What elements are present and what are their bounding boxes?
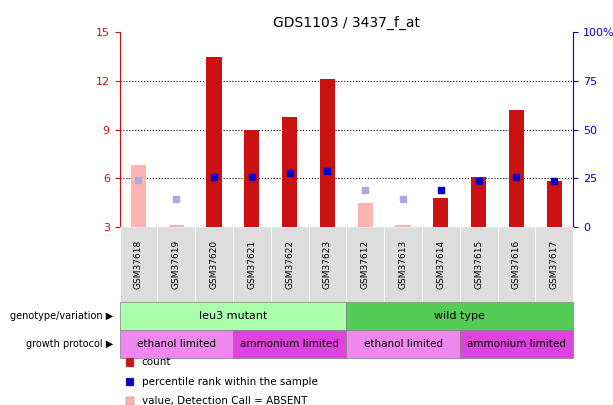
Bar bbox=[207, 57, 222, 227]
Text: ammonium limited: ammonium limited bbox=[467, 339, 566, 349]
Text: GSM37614: GSM37614 bbox=[436, 240, 446, 289]
Text: GSM37621: GSM37621 bbox=[247, 240, 256, 289]
Text: percentile rank within the sample: percentile rank within the sample bbox=[142, 377, 318, 387]
Bar bbox=[547, 181, 562, 227]
Text: GSM37619: GSM37619 bbox=[172, 240, 181, 289]
Text: GSM37617: GSM37617 bbox=[550, 240, 559, 289]
Text: GSM37622: GSM37622 bbox=[285, 240, 294, 289]
Text: GSM37616: GSM37616 bbox=[512, 240, 521, 289]
Text: GSM37623: GSM37623 bbox=[323, 240, 332, 289]
Bar bbox=[320, 79, 335, 227]
Bar bbox=[395, 225, 411, 227]
Bar bbox=[244, 130, 259, 227]
Bar bbox=[509, 110, 524, 227]
Text: GSM37618: GSM37618 bbox=[134, 240, 143, 289]
Text: leu3 mutant: leu3 mutant bbox=[199, 311, 267, 321]
Bar bbox=[433, 198, 449, 227]
Text: GSM37620: GSM37620 bbox=[210, 240, 219, 289]
Text: GSM37613: GSM37613 bbox=[398, 240, 408, 289]
Bar bbox=[471, 177, 486, 227]
Text: GSM37612: GSM37612 bbox=[360, 240, 370, 289]
Text: growth protocol ▶: growth protocol ▶ bbox=[26, 339, 113, 349]
Text: GSM37615: GSM37615 bbox=[474, 240, 483, 289]
Text: ethanol limited: ethanol limited bbox=[137, 339, 216, 349]
Title: GDS1103 / 3437_f_at: GDS1103 / 3437_f_at bbox=[273, 16, 420, 30]
Text: wild type: wild type bbox=[435, 311, 485, 321]
Text: ethanol limited: ethanol limited bbox=[364, 339, 443, 349]
Text: genotype/variation ▶: genotype/variation ▶ bbox=[10, 311, 113, 321]
Bar bbox=[358, 202, 373, 227]
Bar bbox=[131, 165, 146, 227]
Text: count: count bbox=[142, 358, 171, 367]
Bar bbox=[169, 225, 184, 227]
Bar bbox=[282, 117, 297, 227]
Text: value, Detection Call = ABSENT: value, Detection Call = ABSENT bbox=[142, 396, 307, 405]
Text: ammonium limited: ammonium limited bbox=[240, 339, 339, 349]
